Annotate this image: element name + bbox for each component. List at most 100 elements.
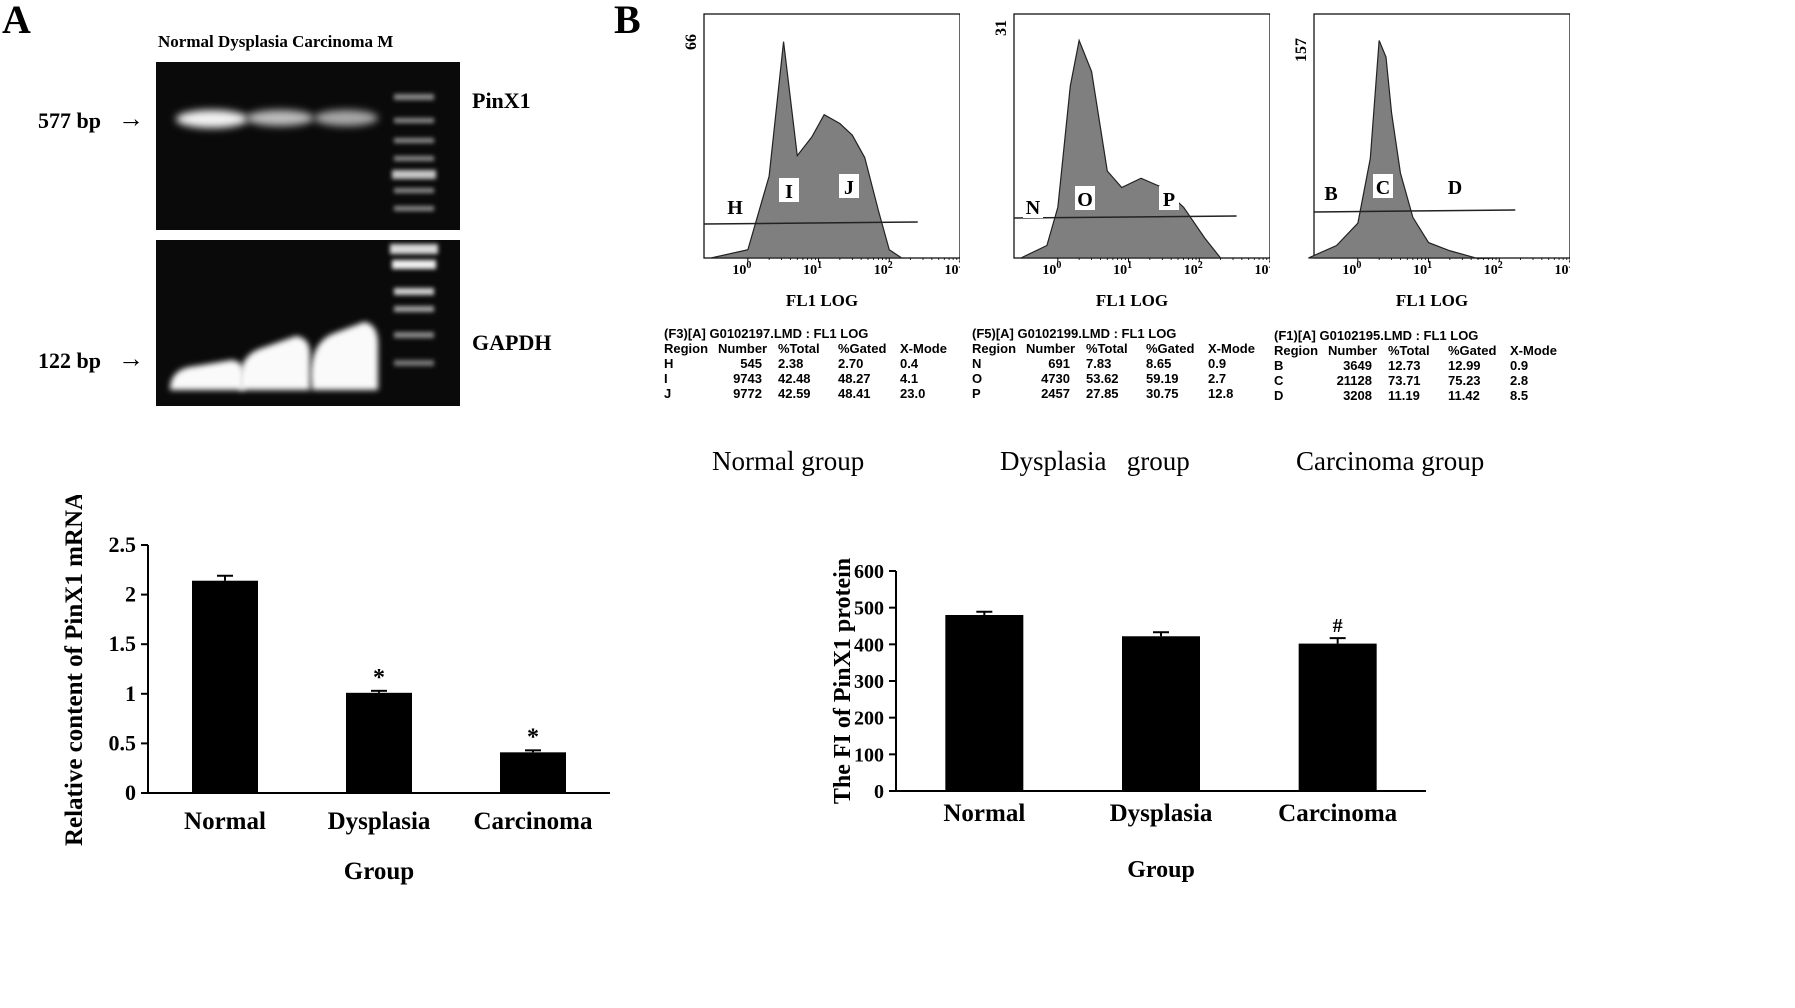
stats-title: (F5)[A] G0102199.LMD : FL1 LOG — [972, 326, 1177, 341]
table-cell: 30.75 — [1146, 386, 1179, 401]
gel-lane-header: Normal Dysplasia Carcinoma M — [158, 32, 394, 51]
bar — [500, 752, 566, 793]
region-label: J — [844, 177, 854, 199]
region-label-bg — [1075, 186, 1095, 210]
histogram-carcinoma: B C D 157 100 101 102 103 FL1 LOG — [1293, 13, 1570, 310]
y-tick-label: 0.5 — [109, 730, 137, 755]
x-tick-label: 102 — [874, 260, 893, 278]
x-tick-label: 100 — [1042, 260, 1061, 278]
x-tick-label: 100 — [732, 260, 751, 278]
y-max-label: 66 — [683, 34, 700, 50]
region-label-bg — [1373, 174, 1393, 198]
marker-122bp-label: 122 bp — [38, 348, 101, 373]
table-cell: 42.48 — [778, 371, 811, 386]
table-header-row: Region Number %Total %Gated X-Mode — [972, 341, 1259, 356]
histogram-frame — [1313, 13, 1570, 259]
stats-block-carcinoma: (F1)[A] G0102195.LMD : FL1 LOG Region Nu… — [1274, 328, 1561, 403]
gene-label-pinx1: PinX1 — [472, 88, 531, 113]
table-header-cell: %Gated — [1146, 341, 1195, 356]
x-tick-label: Normal — [184, 808, 266, 835]
region-label: P — [1163, 189, 1175, 211]
table-header-cell: Number — [1026, 341, 1076, 356]
x-tick-label: Carcinoma — [1278, 800, 1397, 827]
region-label-bg — [839, 174, 859, 198]
region-label: O — [1077, 189, 1093, 211]
gate-line — [1013, 215, 1237, 219]
table-cell: 3649 — [1343, 358, 1372, 373]
caption-carcinoma-group: Carcinoma group — [1296, 446, 1485, 476]
stats-block-normal: (F3)[A] G0102197.LMD : FL1 LOG Region Nu… — [664, 326, 951, 401]
x-tick-label: 101 — [1113, 260, 1132, 278]
table-cell: 8.65 — [1146, 356, 1172, 371]
region-label: I — [785, 181, 793, 203]
table-cell: P — [972, 386, 981, 401]
region-label: H — [727, 197, 743, 219]
table-header-cell: Number — [718, 341, 768, 356]
stats-table: Region Number %Total %Gated X-Mode H 545… — [664, 341, 951, 401]
table-cell: 48.27 — [838, 371, 871, 386]
arrow-right-icon: → — [118, 104, 144, 133]
significance-marker: # — [1333, 615, 1343, 637]
table-row: J 9772 42.59 48.41 23.0 — [664, 386, 951, 401]
table-cell: 11.19 — [1388, 388, 1420, 403]
table-header-cell: Number — [1328, 343, 1378, 358]
region-label-bg — [1023, 194, 1043, 218]
table-header-cell: Region — [972, 341, 1017, 356]
y-tick-label: 300 — [854, 671, 884, 693]
table-row: C 21128 73.71 75.23 2.8 — [1274, 373, 1561, 388]
x-tick-label: 101 — [803, 260, 822, 278]
y-tick-label: 2.5 — [109, 532, 137, 557]
table-cell: 8.5 — [1510, 388, 1529, 403]
bar — [945, 615, 1024, 791]
table-header-cell: Region — [664, 341, 709, 356]
arrow-right-icon: → — [118, 344, 144, 373]
table-cell: 2457 — [1041, 386, 1070, 401]
y-max-label: 157 — [1293, 38, 1310, 62]
table-cell: J — [664, 386, 672, 401]
caption-normal-group: Normal group — [712, 446, 865, 476]
table-cell: 27.85 — [1086, 386, 1119, 401]
x-tick-label: Normal — [943, 800, 1025, 827]
x-tick-label: 103 — [1255, 260, 1271, 278]
table-cell: 7.83 — [1086, 356, 1112, 371]
x-tick-label: 100 — [1342, 260, 1361, 278]
x-tick-label: Dysplasia — [1110, 800, 1213, 827]
region-label: C — [1376, 177, 1390, 199]
y-tick-label: 500 — [854, 598, 884, 620]
table-cell: 2.38 — [778, 356, 804, 371]
x-tick-label: 102 — [1484, 260, 1503, 278]
x-tick-label: 103 — [945, 260, 961, 278]
table-cell: 9743 — [733, 371, 762, 386]
region-label: N — [1026, 197, 1041, 219]
y-tick-label: 2 — [125, 582, 136, 607]
y-tick-label: 0 — [874, 781, 884, 803]
region-label-bg — [725, 194, 745, 218]
table-row: O 4730 53.62 59.19 2.7 — [972, 371, 1259, 386]
bar — [346, 692, 412, 793]
gel-image-gapdh — [156, 240, 460, 406]
x-axis-label: FL1 LOG — [1396, 291, 1468, 310]
significance-marker: * — [527, 724, 539, 750]
bar-chart-fi: 0 100 200 300 400 500 600 Normal Dysplasia # Carci… — [830, 558, 1426, 883]
region-label-bg — [779, 178, 799, 202]
table-header-cell: %Total — [1388, 343, 1430, 358]
x-axis-label: FL1 LOG — [1096, 291, 1168, 310]
bar — [1298, 643, 1377, 791]
bar — [1122, 636, 1200, 791]
y-tick-label: 400 — [854, 634, 884, 656]
gel-image-pinx1 — [156, 62, 460, 230]
significance-marker: * — [373, 665, 385, 691]
table-cell: 4.1 — [900, 371, 919, 386]
table-row: D 3208 11.19 11.42 8.5 — [1274, 388, 1561, 403]
table-cell: 0.9 — [1510, 358, 1529, 373]
gate-line — [703, 221, 918, 225]
y-tick-label: 1 — [125, 681, 136, 706]
table-header-cell: X-Mode — [1510, 343, 1557, 358]
histogram-dysplasia: N O P 31 100 101 102 103 FL1 LOG — [993, 13, 1271, 310]
table-row: I 9743 42.48 48.27 4.1 — [664, 371, 951, 386]
table-row: H 545 2.38 2.70 0.4 — [664, 356, 951, 371]
table-cell: C — [1274, 373, 1284, 388]
stats-table: Region Number %Total %Gated X-Mode N 691… — [972, 341, 1259, 401]
table-cell: 21128 — [1336, 373, 1372, 388]
table-cell: H — [664, 356, 674, 371]
